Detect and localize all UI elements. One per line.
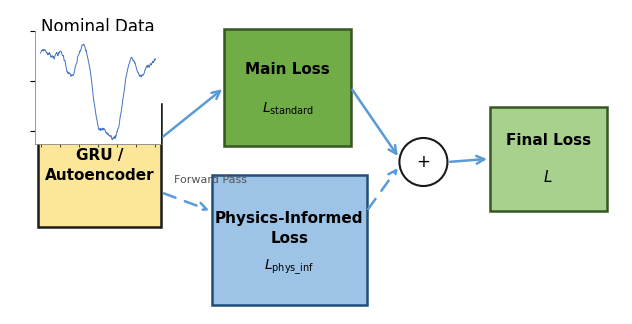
Text: Loss: Loss [270,231,308,246]
Text: Nominal Data: Nominal Data [41,18,155,36]
Text: $L$: $L$ [544,168,553,185]
Text: Main Loss: Main Loss [245,62,330,77]
Text: +: + [416,153,430,171]
Text: $L_{\mathrm{standard}}$: $L_{\mathrm{standard}}$ [262,100,313,117]
Ellipse shape [399,138,447,186]
Text: GRU /
Autoencoder: GRU / Autoencoder [45,148,154,183]
Bar [224,29,351,146]
Text: $L_{\mathrm{phys\_inf}}$: $L_{\mathrm{phys\_inf}}$ [264,258,314,277]
Text: Physics-Informed: Physics-Informed [215,211,363,226]
Text: Forward Pass: Forward Pass [174,175,247,185]
Bar [38,104,161,227]
Bar [490,107,607,211]
Text: Final Loss: Final Loss [506,133,591,148]
Bar [212,175,367,305]
